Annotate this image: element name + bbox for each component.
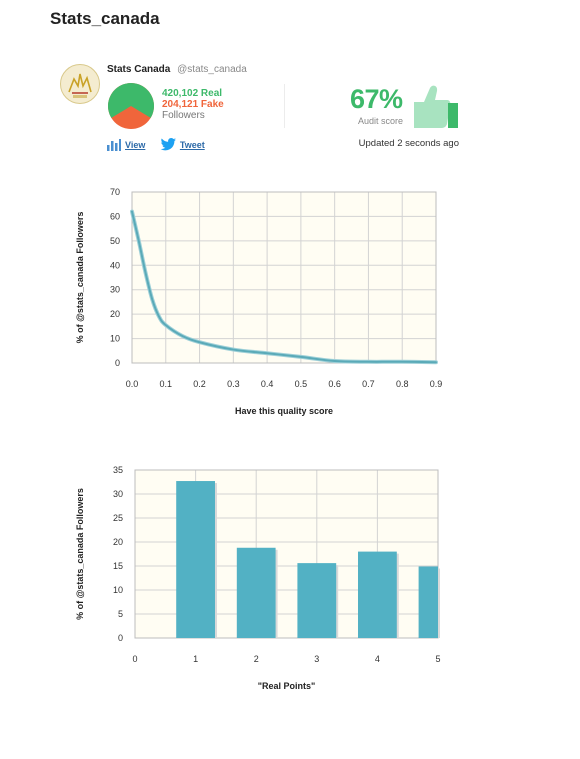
pie-slice-real <box>108 83 154 118</box>
x-tick-label: 4 <box>375 654 380 664</box>
y-tick-label: 0 <box>115 358 120 368</box>
bar <box>297 563 337 638</box>
series-line <box>131 210 437 364</box>
real-points-bar-chart: 0 5 10 15 20 25 30 35 0 1 2 3 4 5 "Real Points" % of @s… <box>75 465 441 691</box>
x-tick-label: 0.8 <box>396 379 409 389</box>
tweet-link[interactable]: Tweet <box>160 138 205 151</box>
y-tick-label: 20 <box>113 537 123 547</box>
x-tick-label: 1 <box>193 654 198 664</box>
profile-name-row: Stats Canada @stats_canada <box>107 64 247 75</box>
tweet-link-label[interactable]: Tweet <box>179 139 205 150</box>
plot-border <box>131 191 437 364</box>
y-tick-label: 35 <box>113 465 123 475</box>
maple-leaf-logo-icon <box>68 73 92 98</box>
followers-label: Followers <box>162 110 205 121</box>
followers-pie-chart <box>108 83 154 129</box>
y-tick-label: 0 <box>118 633 123 643</box>
y-tick-label: 70 <box>110 187 120 197</box>
audit-score-label: Audit score <box>358 116 404 126</box>
profile-card: Stats Canada @stats_canada 420,102 Real … <box>60 60 470 160</box>
x-tick-label: 0.5 <box>295 379 308 389</box>
profile-handle: @stats_canada <box>177 64 247 75</box>
plot-area <box>132 192 436 363</box>
page-title: Stats_canada <box>50 9 160 28</box>
y-tick-label: 30 <box>110 285 120 295</box>
x-tick-label: 0.1 <box>160 379 173 389</box>
x-tick-label: 0.6 <box>328 379 341 389</box>
x-tick-label: 0.7 <box>362 379 375 389</box>
x-tick-label: 0 <box>132 654 137 664</box>
y-tick-label: 5 <box>118 609 123 619</box>
action-links: View Tweet <box>107 138 217 153</box>
real-followers-count: 420,102 Real <box>162 88 223 99</box>
y-tick-label: 10 <box>113 585 123 595</box>
x-tick-label: 0.0 <box>126 379 139 389</box>
view-link-label[interactable]: View <box>125 140 146 150</box>
bar <box>418 566 438 638</box>
divider <box>284 84 285 128</box>
view-link[interactable]: View <box>107 139 145 151</box>
y-tick-label: 10 <box>110 334 120 344</box>
x-tick-label: 5 <box>435 654 440 664</box>
y-tick-label: 40 <box>110 260 120 270</box>
x-tick-label: 3 <box>314 654 319 664</box>
quality-score-line-chart: 0 10 20 30 40 50 60 70 0.0 0.1 0.2 0.3 0.4 0.5 0.6 0.7 0… <box>75 187 443 416</box>
x-axis-label: "Real Points" <box>258 681 316 691</box>
y-tick-label: 60 <box>110 211 120 221</box>
x-tick-label: 0.3 <box>227 379 240 389</box>
avatar[interactable] <box>60 64 100 104</box>
profile-name[interactable]: Stats Canada <box>107 64 171 75</box>
y-axis-label: % of @stats_canada Followers <box>75 212 85 344</box>
y-tick-label: 20 <box>110 309 120 319</box>
fake-followers-count: 204,121 Fake <box>162 99 224 110</box>
y-tick-label: 15 <box>113 561 123 571</box>
x-tick-label: 0.9 <box>430 379 443 389</box>
x-axis-label: Have this quality score <box>235 406 333 416</box>
updated-timestamp: Updated 2 seconds ago <box>358 138 459 149</box>
x-tick-label: 2 <box>254 654 259 664</box>
audit-score: 67% <box>350 84 403 114</box>
x-tick-label: 0.2 <box>193 379 206 389</box>
y-tick-label: 25 <box>113 513 123 523</box>
y-axis-label: % of @stats_canada Followers <box>75 488 85 620</box>
bar <box>176 481 215 638</box>
x-tick-label: 0.4 <box>261 379 274 389</box>
bar <box>358 551 397 638</box>
bar-chart-icon <box>107 139 121 151</box>
twitter-bird-icon <box>160 138 176 151</box>
bar <box>236 547 276 638</box>
y-tick-label: 30 <box>113 489 123 499</box>
followers-counts: 420,102 Real 204,121 Fake Followers <box>162 88 224 121</box>
plot-border <box>134 469 439 639</box>
thumbs-up-icon <box>414 85 458 128</box>
y-tick-label: 50 <box>110 236 120 246</box>
